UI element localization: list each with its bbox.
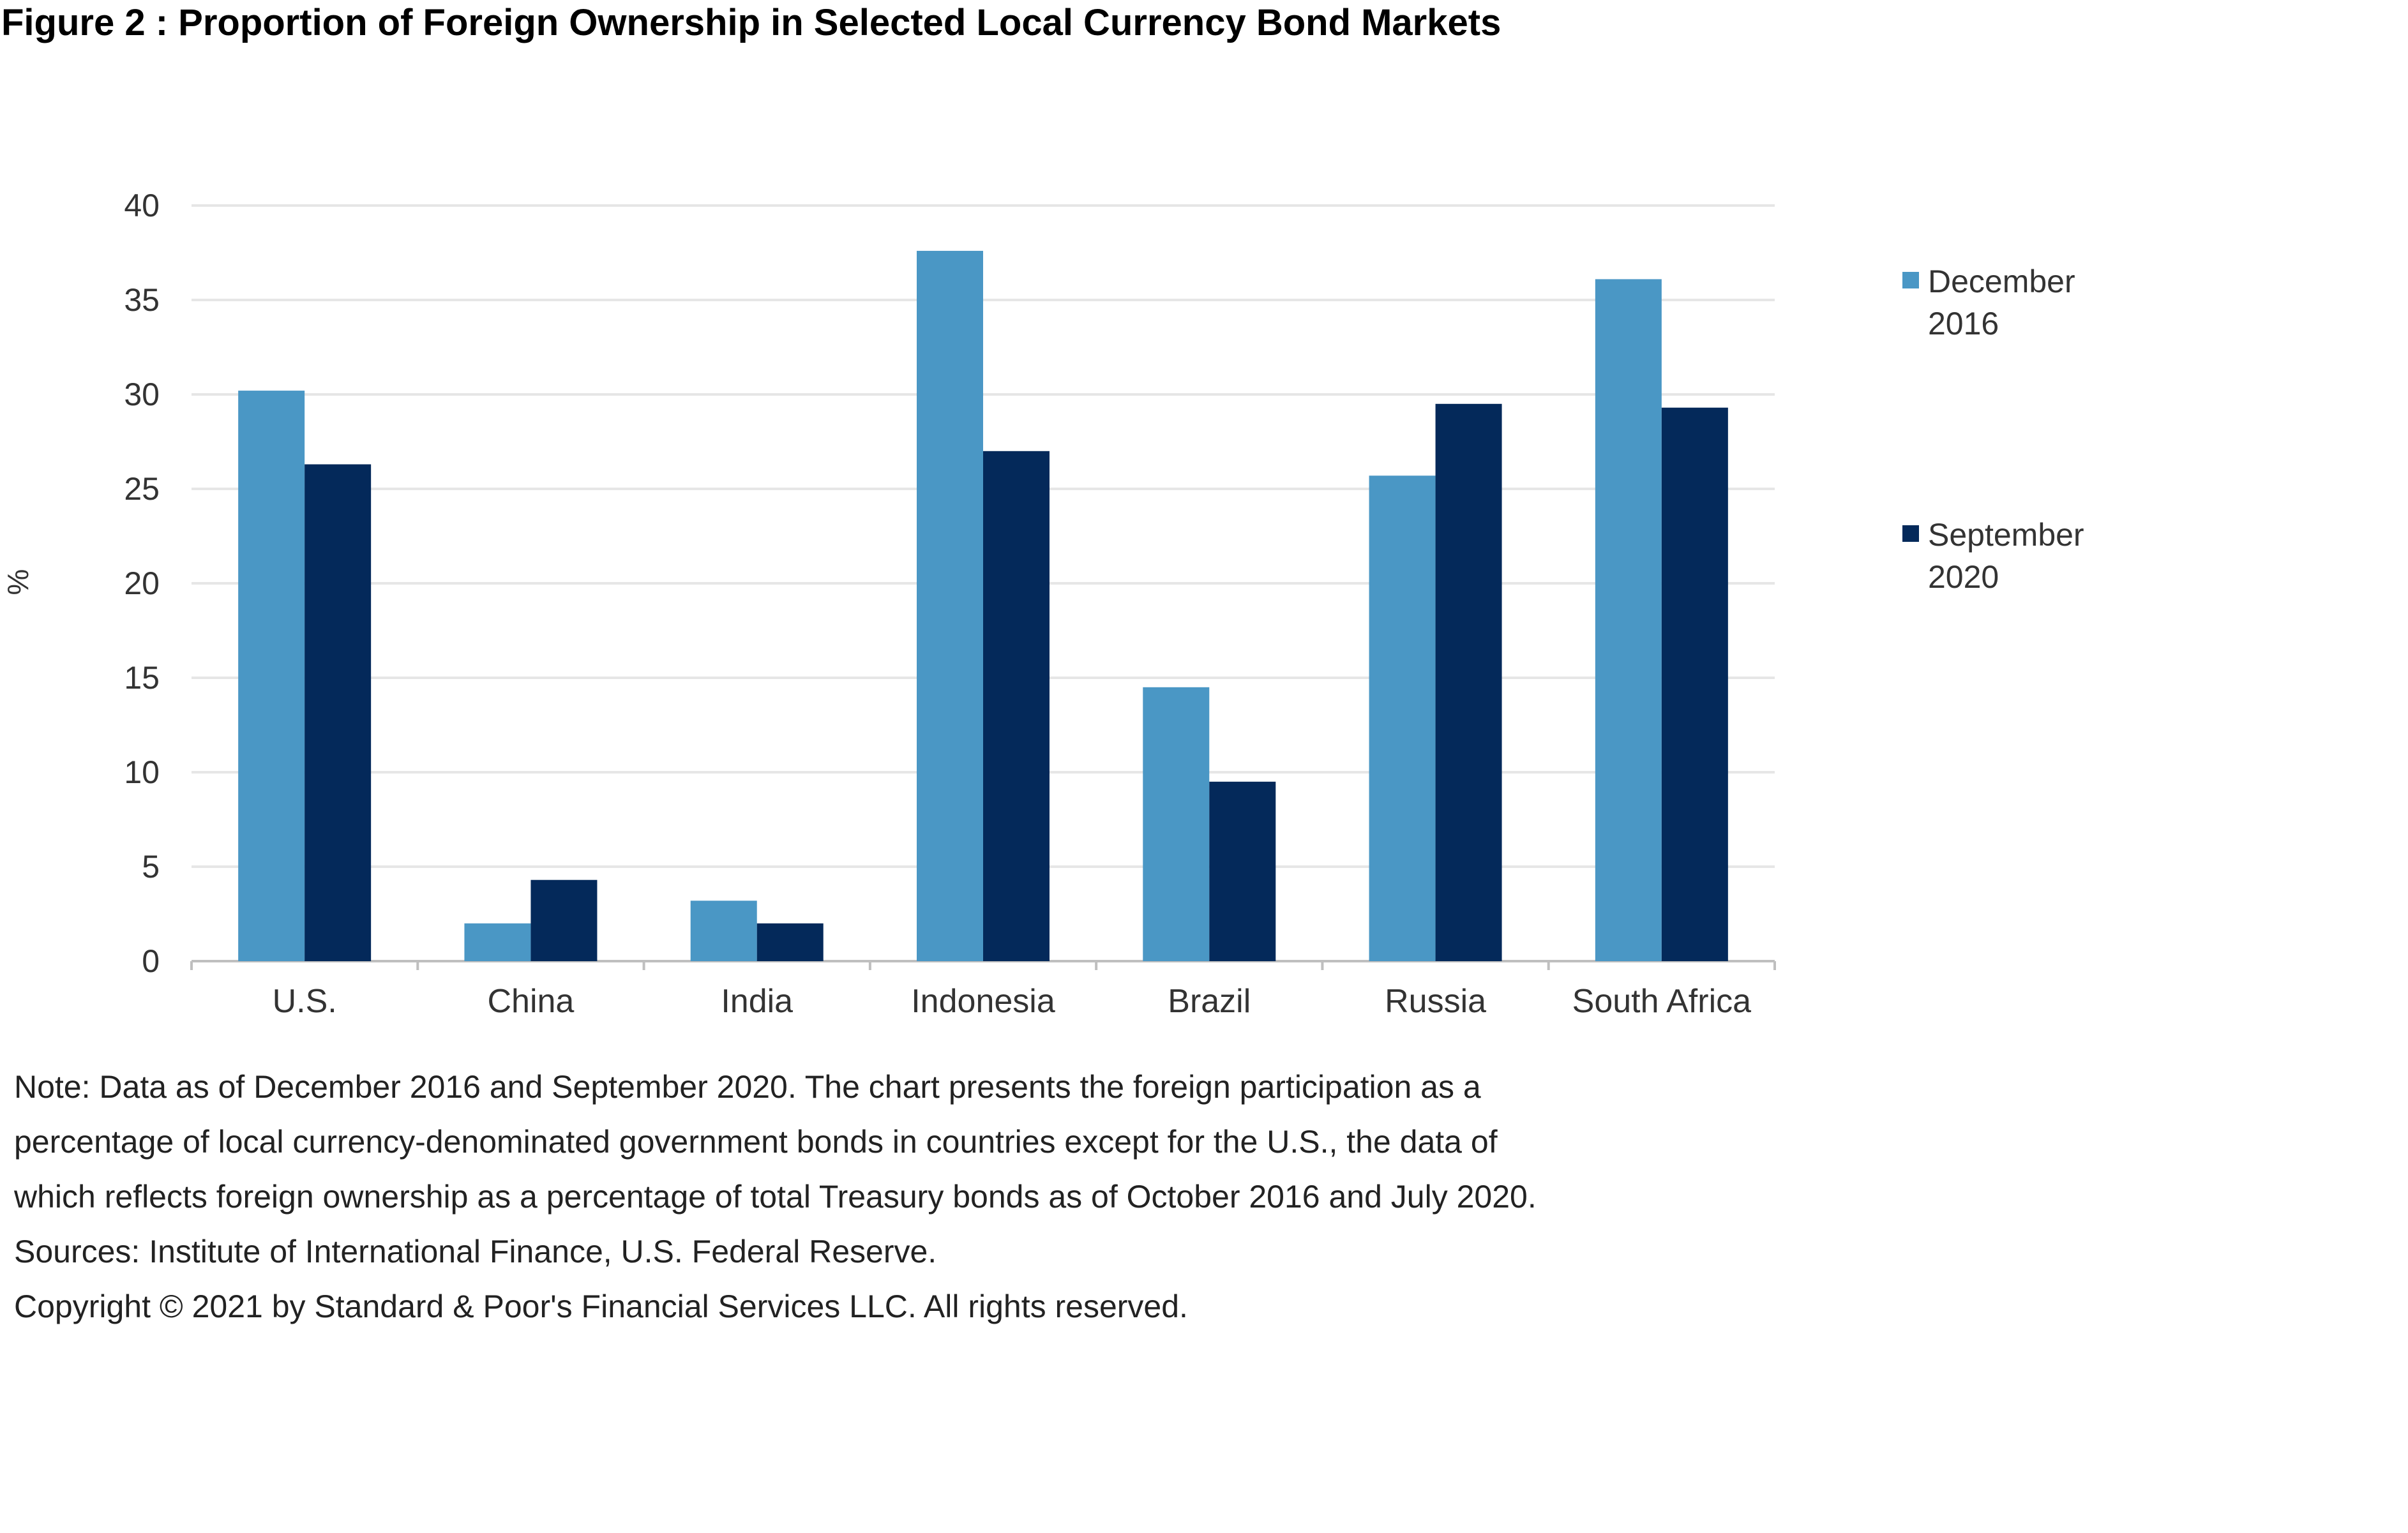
y-tick-label: 15: [124, 660, 160, 696]
x-tick-label: Brazil: [1168, 983, 1251, 1020]
legend-label: September: [1928, 517, 2084, 553]
y-tick-label: 35: [124, 282, 160, 318]
y-tick-label: 0: [142, 943, 160, 979]
bar-december-2016: [1143, 687, 1210, 961]
bar-september-2020: [1209, 781, 1276, 961]
bar-december-2016: [690, 901, 757, 961]
x-tick-label: South Africa: [1572, 983, 1751, 1020]
legend-swatch: [1902, 525, 1919, 542]
bar-september-2020: [1435, 403, 1502, 961]
note-line: Note: Data as of December 2016 and Septe…: [14, 1069, 1481, 1105]
legend-label: 2016: [1928, 306, 1999, 341]
copyright-line: Copyright © 2021 by Standard & Poor's Fi…: [14, 1289, 1188, 1324]
y-tick-label: 10: [124, 754, 160, 790]
x-tick-label: U.S.: [273, 983, 337, 1020]
y-tick-label: 5: [142, 849, 160, 885]
y-axis-label: %: [1, 569, 34, 595]
chart-notes: Note: Data as of December 2016 and Septe…: [14, 1059, 1865, 1334]
y-tick-label: 30: [124, 377, 160, 412]
bar-december-2016: [1369, 475, 1436, 961]
note-line: percentage of local currency-denominated…: [14, 1124, 1498, 1160]
bar-december-2016: [238, 391, 305, 961]
note-line: which reflects foreign ownership as a pe…: [14, 1179, 1537, 1215]
y-tick-label: 40: [124, 188, 160, 223]
bar-september-2020: [983, 451, 1050, 961]
bar-september-2020: [531, 879, 598, 961]
legend-label: December: [1928, 264, 2075, 299]
bar-september-2020: [756, 923, 824, 961]
bar-december-2016: [917, 251, 983, 961]
bar-chart: 0 5 10 15 20 25 30 35 40% U.S. China India Indonesia…: [1, 188, 2084, 1020]
x-tick-label: Indonesia: [911, 983, 1055, 1020]
x-tick-label: India: [721, 983, 793, 1020]
y-tick-label: 25: [124, 471, 160, 507]
legend-swatch: [1902, 272, 1919, 288]
bar-september-2020: [305, 464, 372, 961]
x-tick-label: Russia: [1385, 983, 1486, 1020]
bar-september-2020: [1661, 407, 1728, 961]
sources-line: Sources: Institute of International Fina…: [14, 1234, 937, 1269]
legend-label: 2020: [1928, 559, 1999, 595]
y-tick-label: 20: [124, 565, 160, 601]
bar-december-2016: [1595, 279, 1662, 962]
figure-title: Figure 2 : Proportion of Foreign Ownersh…: [1, 2, 1501, 43]
bar-december-2016: [464, 923, 531, 961]
x-tick-label: China: [487, 983, 574, 1020]
